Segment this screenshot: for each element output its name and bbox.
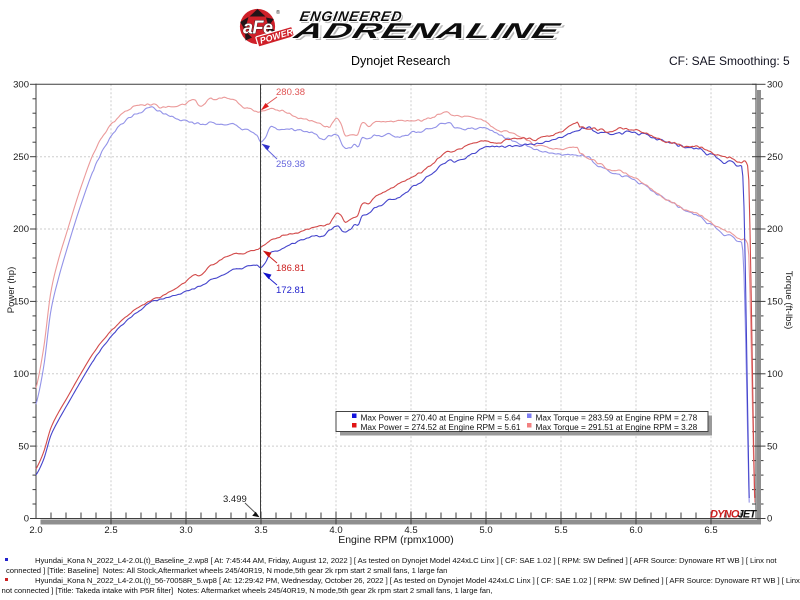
svg-text:3.5: 3.5 <box>254 525 267 536</box>
svg-text:300: 300 <box>767 80 783 91</box>
svg-text:6.0: 6.0 <box>629 525 642 536</box>
svg-text:Max Power = 274.52 at Engine R: Max Power = 274.52 at Engine RPM = 5.61 <box>361 422 521 432</box>
svg-text:4.5: 4.5 <box>404 525 417 536</box>
svg-text:2.0: 2.0 <box>29 525 42 536</box>
svg-text:150: 150 <box>767 297 783 308</box>
svg-text:0: 0 <box>767 514 772 525</box>
svg-text:3.0: 3.0 <box>179 525 192 536</box>
svg-text:250: 250 <box>13 152 29 163</box>
svg-text:0: 0 <box>24 514 29 525</box>
svg-text:Torque (ft-lbs): Torque (ft-lbs) <box>783 271 794 330</box>
svg-text:aFe: aFe <box>243 18 273 38</box>
svg-text:172.81: 172.81 <box>276 285 305 296</box>
svg-text:4.0: 4.0 <box>329 525 342 536</box>
svg-text:250: 250 <box>767 152 783 163</box>
svg-text:100: 100 <box>13 369 29 380</box>
svg-text:150: 150 <box>13 297 29 308</box>
svg-text:200: 200 <box>767 224 783 235</box>
svg-text:Max Torque = 283.59 at Engine: Max Torque = 283.59 at Engine RPM = 2.78 <box>536 413 698 423</box>
svg-text:100: 100 <box>767 369 783 380</box>
svg-text:300: 300 <box>13 80 29 91</box>
svg-text:200: 200 <box>13 224 29 235</box>
svg-text:50: 50 <box>18 441 29 452</box>
svg-text:259.38: 259.38 <box>276 159 305 170</box>
svg-text:186.81: 186.81 <box>276 263 305 274</box>
svg-text:Power (hp): Power (hp) <box>6 267 17 313</box>
svg-text:®: ® <box>276 9 280 16</box>
svg-text:Max Torque = 291.51 at Engine: Max Torque = 291.51 at Engine RPM = 3.28 <box>536 422 698 432</box>
svg-text:3.499: 3.499 <box>223 494 247 505</box>
svg-text:6.5: 6.5 <box>704 525 717 536</box>
svg-text:2.5: 2.5 <box>104 525 117 536</box>
svg-text:Engine RPM (rpmx1000): Engine RPM (rpmx1000) <box>338 534 454 546</box>
svg-text:280.38: 280.38 <box>276 87 305 98</box>
svg-text:DYNOJET: DYNOJET <box>710 509 757 521</box>
svg-text:5.5: 5.5 <box>554 525 567 536</box>
svg-text:50: 50 <box>767 441 778 452</box>
svg-text:Max Power = 270.40 at Engine R: Max Power = 270.40 at Engine RPM = 5.64 <box>361 413 521 423</box>
svg-text:5.0: 5.0 <box>479 525 492 536</box>
